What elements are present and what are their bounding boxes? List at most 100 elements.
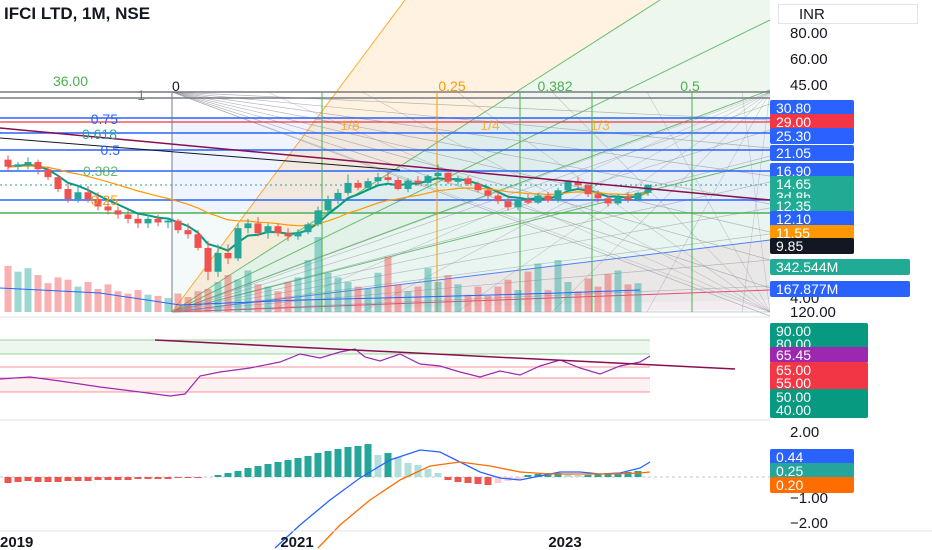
volume-bar bbox=[104, 284, 112, 312]
price-tag-label: 11.55 bbox=[776, 225, 810, 241]
ema-line bbox=[7, 165, 649, 227]
volume-bar bbox=[44, 283, 52, 312]
candle-body bbox=[214, 252, 222, 272]
candle-body bbox=[54, 177, 62, 190]
candle-body bbox=[344, 182, 352, 193]
candle-body bbox=[34, 161, 42, 170]
price-tag-label: 342.544M bbox=[776, 259, 838, 275]
volume-bar bbox=[244, 270, 252, 312]
macd-histogram-bar bbox=[274, 462, 282, 477]
currency-selector[interactable]: INR bbox=[778, 4, 918, 24]
candle-body bbox=[624, 196, 632, 200]
volume-bar bbox=[94, 288, 102, 312]
macd-histogram-bar bbox=[454, 477, 462, 482]
volume-bar bbox=[64, 279, 72, 312]
candle-body bbox=[484, 190, 492, 196]
candle bbox=[144, 214, 152, 229]
candle bbox=[204, 240, 212, 281]
volume-bar bbox=[634, 283, 642, 312]
volume-bar bbox=[574, 291, 582, 312]
volume-bar bbox=[504, 279, 512, 312]
volume-bar bbox=[204, 288, 212, 312]
candle bbox=[154, 214, 162, 227]
price-axis[interactable]: 80.0060.0045.004.0030.8029.0025.3021.051… bbox=[770, 0, 932, 550]
volume-bar bbox=[394, 284, 402, 312]
volume-bar bbox=[424, 268, 432, 312]
candle bbox=[494, 191, 502, 205]
candle bbox=[124, 210, 132, 224]
volume-bar bbox=[234, 279, 242, 312]
volume-bar bbox=[534, 263, 542, 312]
volume-bar bbox=[514, 290, 522, 312]
candle bbox=[344, 174, 352, 196]
price-tag-background bbox=[770, 375, 868, 391]
candle-body bbox=[604, 198, 612, 204]
macd-histogram-bar bbox=[34, 477, 42, 482]
candle bbox=[424, 174, 432, 186]
volume-bar bbox=[384, 256, 392, 312]
time-tick: 2023 bbox=[548, 534, 581, 550]
volume-bar bbox=[474, 286, 482, 312]
candle bbox=[74, 185, 82, 203]
candle-body bbox=[104, 206, 112, 211]
candle-body bbox=[84, 192, 92, 200]
fib-grid-line bbox=[646, 91, 771, 313]
volume-bar bbox=[74, 286, 82, 312]
candle bbox=[634, 191, 642, 202]
fib-grid-line bbox=[456, 91, 771, 313]
price-tag-label: 30.80 bbox=[776, 100, 811, 116]
candle bbox=[44, 166, 52, 181]
volume-bar bbox=[434, 282, 442, 312]
price-tag-label: 9.85 bbox=[776, 238, 803, 254]
trend-line bbox=[0, 137, 401, 171]
candle bbox=[374, 172, 382, 185]
candle-body bbox=[234, 228, 242, 259]
price-tag-background bbox=[770, 176, 854, 192]
candle-body bbox=[14, 164, 22, 167]
macd-histogram-bar bbox=[194, 477, 202, 478]
price-tag-background bbox=[770, 211, 854, 227]
candle-body bbox=[224, 252, 232, 259]
macd-histogram-bar bbox=[304, 456, 312, 477]
fib-fan-label: 1/3 bbox=[590, 117, 610, 133]
macd-histogram-bar bbox=[74, 477, 82, 481]
macd-histogram-bar bbox=[604, 474, 612, 477]
price-tag-background bbox=[770, 259, 910, 275]
candle bbox=[304, 222, 312, 235]
volume-bar bbox=[444, 275, 452, 312]
time-axis[interactable]: 2019 2021 2023 bbox=[0, 530, 932, 550]
candle bbox=[184, 223, 192, 239]
price-tag-background bbox=[770, 347, 868, 363]
macd-histogram-bar bbox=[124, 477, 132, 480]
price-tag-background bbox=[770, 449, 854, 465]
price-label: 29.00 bbox=[770, 114, 854, 130]
volume-bar bbox=[494, 286, 502, 312]
price-tag-label: 14.65 bbox=[776, 176, 811, 192]
volume-bar bbox=[624, 284, 632, 312]
fib-grid-line bbox=[171, 155, 771, 313]
rsi-label: 65.45 bbox=[770, 347, 868, 363]
volume-bar bbox=[314, 237, 322, 312]
price-tag-label: 55.00 bbox=[776, 375, 811, 391]
macd-histogram-bar bbox=[324, 451, 332, 477]
candle-body bbox=[364, 181, 372, 188]
candle bbox=[564, 180, 572, 193]
price-tick: 45.00 bbox=[790, 77, 828, 94]
fib-grid-line bbox=[171, 91, 771, 317]
price-label: 167.877M bbox=[770, 281, 910, 297]
candle-body bbox=[514, 199, 522, 208]
time-tick: 2019 bbox=[0, 534, 33, 550]
candle bbox=[624, 192, 632, 203]
macd-histogram-bar bbox=[514, 477, 522, 479]
downtrend-line bbox=[0, 127, 771, 201]
candle bbox=[454, 176, 462, 186]
candle bbox=[504, 195, 512, 211]
fib-grid-line bbox=[171, 129, 771, 313]
candle-body bbox=[154, 218, 162, 223]
volume-bar bbox=[164, 298, 172, 312]
candle-body bbox=[44, 169, 52, 178]
price-tag-label: 16.90 bbox=[776, 163, 811, 179]
price-tag-background bbox=[770, 238, 854, 254]
candle-body bbox=[264, 226, 272, 234]
price-label: 9.85 bbox=[770, 238, 854, 254]
